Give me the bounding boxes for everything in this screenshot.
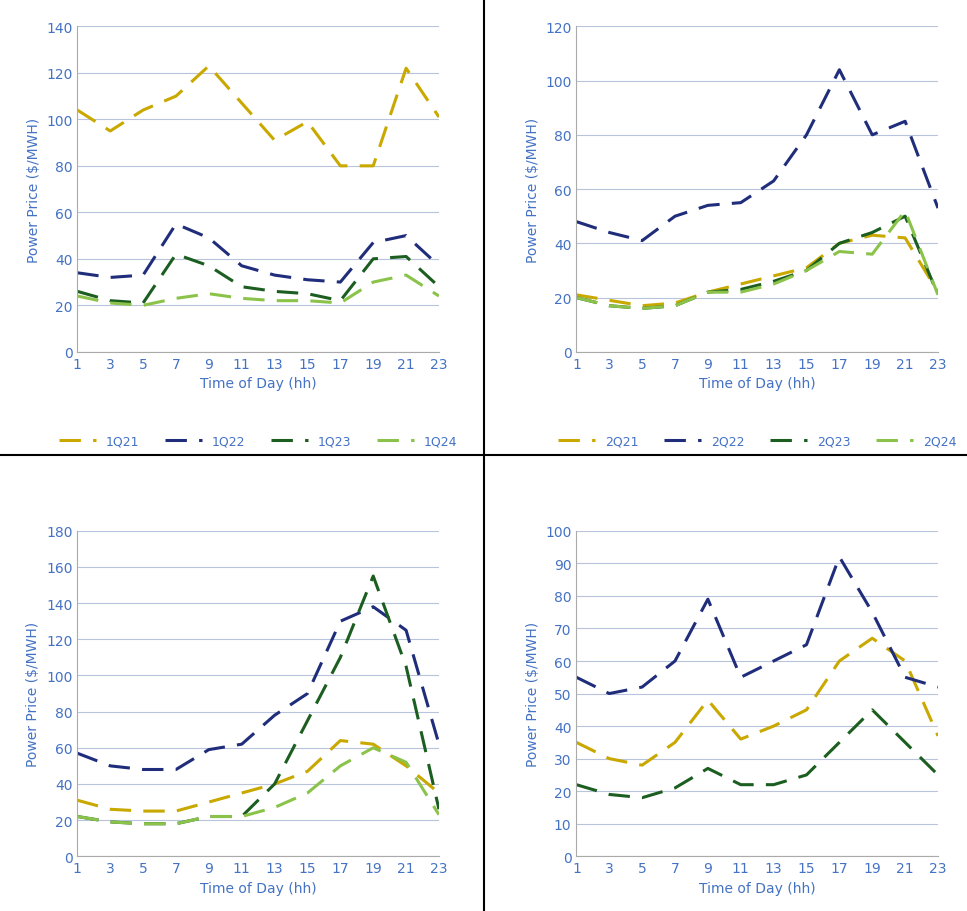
- Y-axis label: Power Price ($/MWH): Power Price ($/MWH): [526, 118, 540, 262]
- X-axis label: Time of Day (hh): Time of Day (hh): [699, 881, 815, 895]
- X-axis label: Time of Day (hh): Time of Day (hh): [699, 377, 815, 391]
- Legend: 2Q21, 2Q22, 2Q23, 2Q24: 2Q21, 2Q22, 2Q23, 2Q24: [553, 430, 962, 453]
- Y-axis label: Power Price ($/MWH): Power Price ($/MWH): [26, 621, 41, 766]
- X-axis label: Time of Day (hh): Time of Day (hh): [200, 881, 316, 895]
- Y-axis label: Power Price ($/MWH): Power Price ($/MWH): [26, 118, 41, 262]
- X-axis label: Time of Day (hh): Time of Day (hh): [200, 377, 316, 391]
- Legend: 1Q21, 1Q22, 1Q23, 1Q24: 1Q21, 1Q22, 1Q23, 1Q24: [53, 430, 462, 453]
- Y-axis label: Power Price ($/MWH): Power Price ($/MWH): [526, 621, 540, 766]
